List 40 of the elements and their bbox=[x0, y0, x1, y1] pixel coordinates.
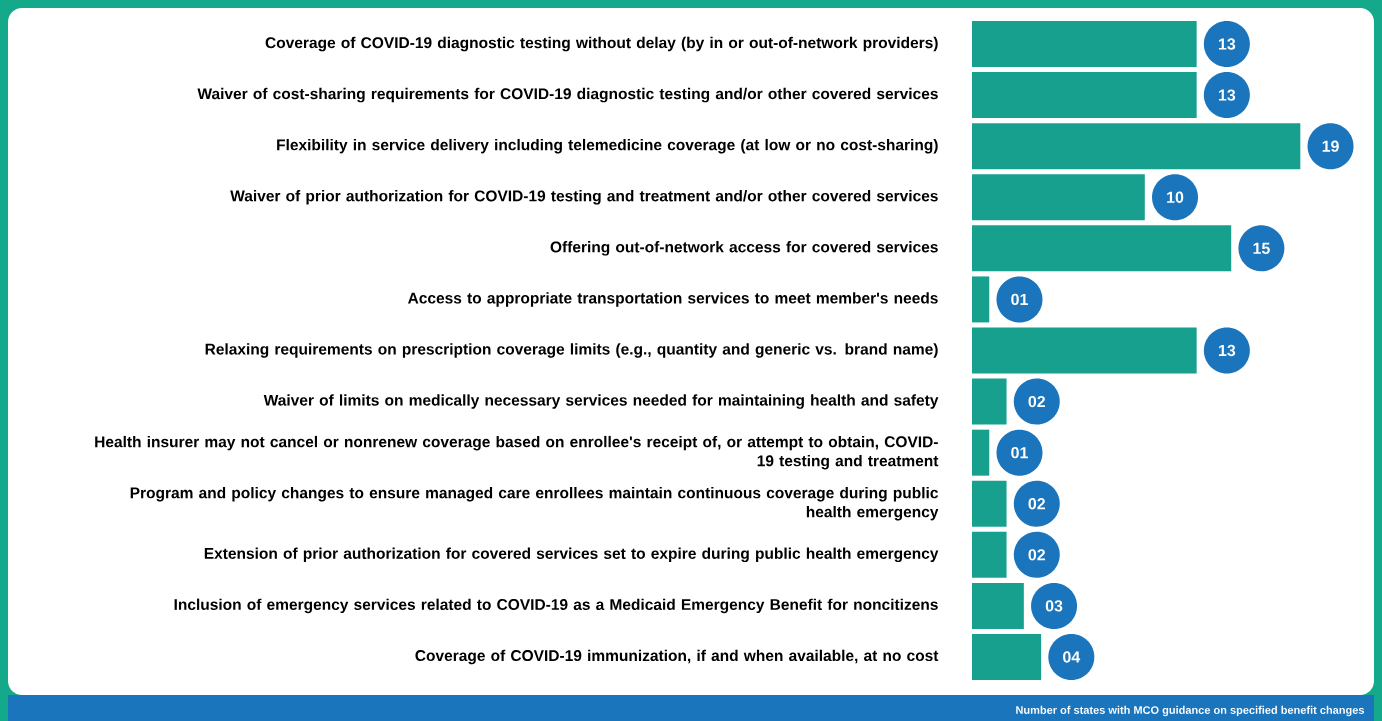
bar bbox=[972, 72, 1197, 119]
data-label: 13 bbox=[1218, 38, 1236, 50]
data-label: 02 bbox=[1028, 549, 1046, 561]
y-tick-label: Coverage of COVID-19 diagnostic testing without delay (by in or out-of-network providers) bbox=[265, 36, 938, 52]
y-tick-label: Program and policy changes to ensure managed care enrollees maintain continuous coverage during public health emergency bbox=[130, 486, 939, 521]
y-tick-label: Health insurer may not cancel or nonrenew coverage based on enrollee's receipt of, or attempt to obtain, COVID-19 testing and treatment bbox=[95, 435, 939, 470]
y-tick-label: Relaxing requirements on prescription coverage limits (e.g., quantity and generic vs. brand name) bbox=[205, 343, 938, 358]
y-tick-label: Waiver of cost-sharing requirements for COVID-19 diagnostic testing and/or other covered services bbox=[197, 87, 938, 103]
bar bbox=[972, 378, 1007, 425]
y-tick-label: Inclusion of emergency services related to COVID-19 as a Medicaid Emergency Benefit for noncitizens bbox=[174, 598, 938, 614]
y-tick-label: Access to appropriate transportation services to meet member's needs bbox=[407, 292, 938, 307]
y-tick-label: Flexibility in service delivery including telemedicine coverage (at low or no cost-sharing) bbox=[277, 138, 938, 154]
bar bbox=[972, 531, 1007, 578]
bar bbox=[972, 429, 990, 476]
data-label: 13 bbox=[1218, 344, 1236, 357]
y-tick-label: Waiver of prior authorization for COVID-19 testing and treatment and/or other covered services bbox=[230, 190, 938, 205]
data-label: 13 bbox=[1218, 89, 1236, 101]
y-tick-label: Extension of prior authorization for covered services set to expire during public health emergency bbox=[204, 547, 939, 563]
bar bbox=[972, 225, 1232, 272]
x-axis-title: Number of states with MCO guidance on specified benefit changes bbox=[1016, 705, 1365, 717]
bar bbox=[972, 276, 990, 323]
y-tick-label: Waiver of limits on medically necessary services needed for maintaining health and safety bbox=[263, 394, 939, 409]
data-label: 04 bbox=[1063, 651, 1081, 663]
bar bbox=[972, 174, 1145, 221]
data-label: 01 bbox=[1011, 293, 1028, 306]
y-tick-label: Offering out-of-network access for covered services bbox=[550, 241, 938, 256]
data-label: 02 bbox=[1028, 498, 1046, 510]
bar bbox=[972, 480, 1007, 527]
y-tick-label: Coverage of COVID-19 immunization, if and when available, at no cost bbox=[415, 649, 939, 665]
data-label: 15 bbox=[1253, 242, 1270, 254]
data-label: 03 bbox=[1045, 600, 1063, 612]
bar bbox=[972, 327, 1197, 374]
bar bbox=[972, 123, 1301, 170]
data-label: 02 bbox=[1028, 395, 1046, 408]
bar bbox=[972, 582, 1024, 629]
data-label: 19 bbox=[1322, 140, 1339, 152]
data-label: 10 bbox=[1167, 191, 1184, 203]
bar bbox=[972, 21, 1197, 68]
bar bbox=[972, 633, 1042, 680]
data-label: 01 bbox=[1011, 447, 1028, 459]
